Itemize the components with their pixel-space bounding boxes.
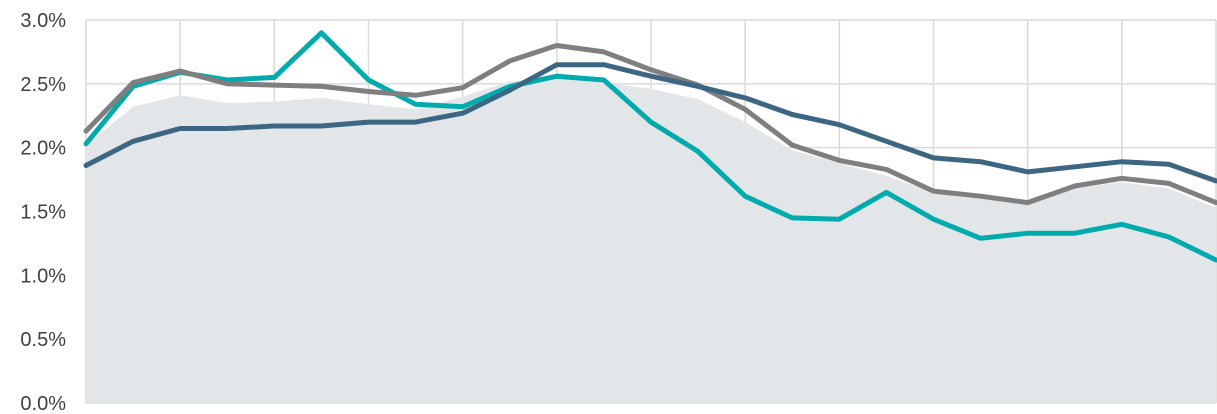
y-tick-label: 2.5%: [20, 74, 66, 96]
line-series: [83, 30, 1217, 263]
y-tick-label: 2.0%: [20, 138, 66, 160]
y-tick-label: 3.0%: [20, 10, 66, 32]
y-tick-label: 0.5%: [20, 329, 66, 351]
y-tick-label: 1.0%: [20, 265, 66, 287]
area-series: [86, 77, 1216, 404]
area-series-fill: [86, 77, 1216, 404]
y-axis: 0.0% 0.5% 1.0% 1.5% 2.0% 2.5% 3.0%: [20, 10, 66, 414]
y-tick-label: 0.0%: [20, 393, 66, 414]
y-tick-label: 1.5%: [20, 202, 66, 224]
